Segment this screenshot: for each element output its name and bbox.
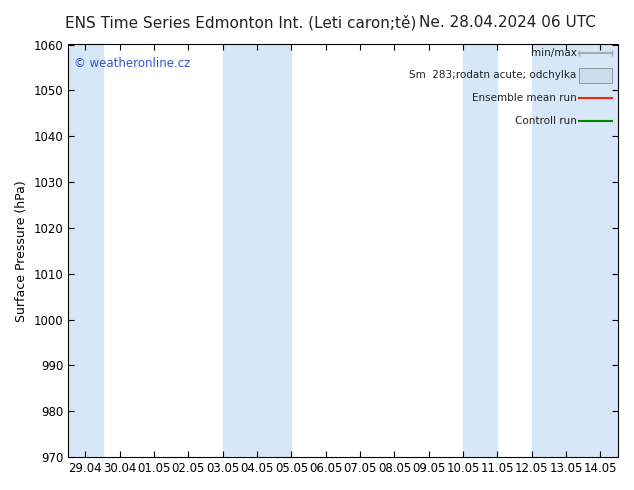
Y-axis label: Surface Pressure (hPa): Surface Pressure (hPa)	[15, 180, 28, 322]
Bar	[68, 45, 103, 457]
Text: © weatheronline.cz: © weatheronline.cz	[74, 57, 190, 70]
Bar	[223, 45, 292, 457]
Bar	[532, 45, 618, 457]
Text: Sm  283;rodatn acute; odchylka: Sm 283;rodatn acute; odchylka	[409, 71, 576, 80]
Bar	[463, 45, 498, 457]
Text: Controll run: Controll run	[515, 116, 576, 126]
Text: Ne. 28.04.2024 06 UTC: Ne. 28.04.2024 06 UTC	[419, 15, 595, 30]
Text: ENS Time Series Edmonton Int. (Leti caron;tě): ENS Time Series Edmonton Int. (Leti caro…	[65, 15, 417, 30]
FancyBboxPatch shape	[579, 68, 612, 83]
Text: Ensemble mean run: Ensemble mean run	[472, 93, 576, 103]
Text: min/max: min/max	[531, 48, 576, 58]
